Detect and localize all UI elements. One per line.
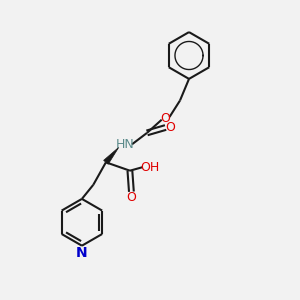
Text: OH: OH <box>140 160 159 174</box>
Text: O: O <box>166 121 175 134</box>
Text: O: O <box>161 112 170 125</box>
Polygon shape <box>103 147 119 164</box>
Text: HN: HN <box>116 138 135 152</box>
Text: O: O <box>127 190 136 204</box>
Text: N: N <box>76 246 88 260</box>
